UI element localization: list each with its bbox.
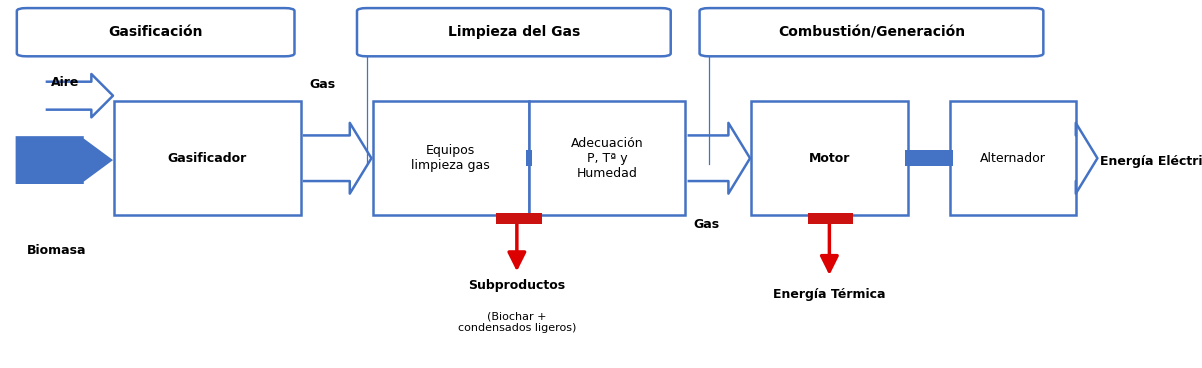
- Bar: [373, 101, 529, 215]
- Bar: [905, 150, 953, 166]
- Text: Aire: Aire: [50, 76, 79, 89]
- FancyBboxPatch shape: [17, 8, 294, 56]
- Bar: [808, 213, 853, 224]
- Text: Gas: Gas: [694, 218, 720, 231]
- Bar: [529, 101, 685, 215]
- Text: Limpieza del Gas: Limpieza del Gas: [447, 25, 581, 39]
- Text: Energía Eléctrica: Energía Eléctrica: [1100, 155, 1202, 169]
- Bar: [751, 101, 908, 215]
- Polygon shape: [16, 136, 113, 184]
- Bar: [526, 150, 532, 166]
- FancyBboxPatch shape: [700, 8, 1043, 56]
- Text: Equipos
limpieza gas: Equipos limpieza gas: [411, 144, 490, 172]
- Text: Subproductos: Subproductos: [469, 279, 565, 292]
- Text: Gasificador: Gasificador: [168, 152, 246, 165]
- Text: Gas: Gas: [309, 78, 335, 91]
- Text: Combustión/Generación: Combustión/Generación: [778, 25, 965, 39]
- Text: Adecuación
P, Tª y
Humedad: Adecuación P, Tª y Humedad: [571, 137, 643, 180]
- Bar: [496, 213, 542, 224]
- Text: Biomasa: Biomasa: [26, 244, 87, 257]
- Text: Alternador: Alternador: [980, 152, 1046, 165]
- Text: Energía Térmica: Energía Térmica: [773, 288, 886, 301]
- FancyBboxPatch shape: [357, 8, 671, 56]
- Bar: [950, 101, 1076, 215]
- Text: Motor: Motor: [809, 152, 850, 165]
- Bar: [114, 101, 300, 215]
- Text: (Biochar +
condensados ligeros): (Biochar + condensados ligeros): [458, 311, 576, 333]
- Text: Gasificación: Gasificación: [108, 25, 203, 39]
